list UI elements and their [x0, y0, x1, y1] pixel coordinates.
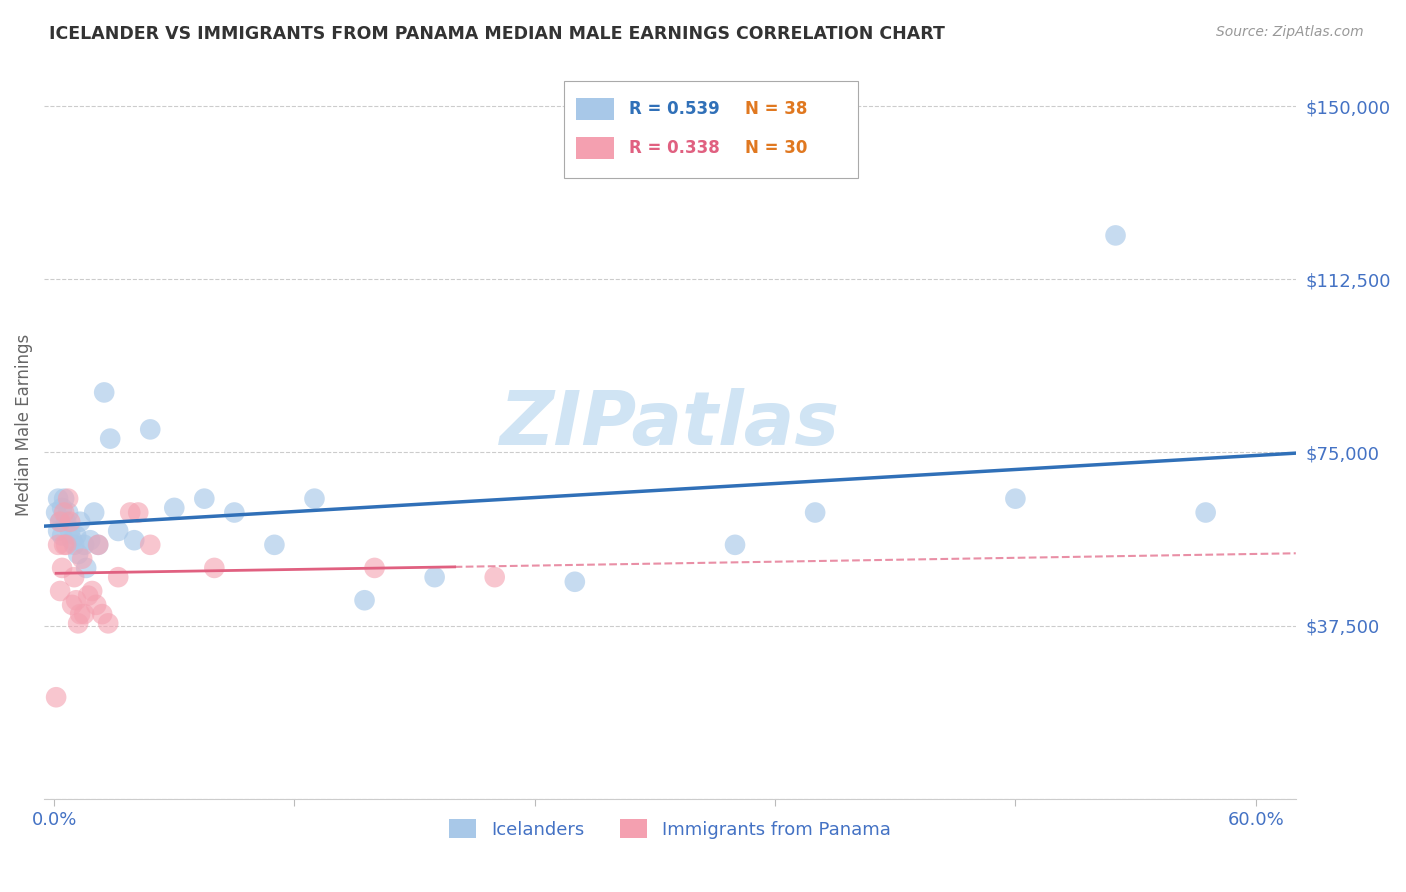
Point [63, 570, 86, 584]
Point [51, 500, 73, 515]
Point [55, 538, 77, 552]
Y-axis label: Median Male Earnings: Median Male Earnings [15, 334, 32, 516]
FancyBboxPatch shape [576, 98, 613, 120]
Point [1104, 228, 1126, 243]
Point [65, 528, 87, 542]
Point [263, 538, 285, 552]
Point [120, 506, 142, 520]
FancyBboxPatch shape [564, 80, 858, 178]
Point [107, 570, 129, 584]
Legend: Icelanders, Immigrants from Panama: Icelanders, Immigrants from Panama [441, 812, 898, 846]
Text: N = 38: N = 38 [745, 100, 807, 118]
Point [804, 506, 827, 520]
Point [139, 538, 162, 552]
Point [60, 533, 83, 548]
Point [59, 524, 82, 538]
Point [127, 506, 149, 520]
Text: R = 0.539: R = 0.539 [628, 100, 720, 118]
Point [69, 607, 91, 621]
Point [91, 607, 114, 621]
Point [49, 515, 72, 529]
Point [46, 538, 69, 552]
Point [53, 506, 76, 520]
Point [67, 616, 90, 631]
Point [73, 538, 96, 552]
Point [122, 533, 145, 548]
Point [69, 515, 91, 529]
Point [75, 561, 97, 575]
Text: N = 30: N = 30 [745, 139, 807, 157]
Point [98, 432, 121, 446]
Point [84, 598, 107, 612]
Point [363, 561, 385, 575]
Point [70, 551, 93, 566]
Point [202, 561, 225, 575]
Point [56, 491, 79, 506]
Point [49, 584, 72, 599]
Point [60, 598, 83, 612]
Point [83, 506, 105, 520]
Point [45, 506, 67, 520]
Point [73, 607, 96, 621]
Point [67, 547, 90, 561]
Point [46, 491, 69, 506]
Text: ICELANDER VS IMMIGRANTS FROM PANAMA MEDIAN MALE EARNINGS CORRELATION CHART: ICELANDER VS IMMIGRANTS FROM PANAMA MEDI… [49, 25, 945, 43]
Point [65, 593, 87, 607]
FancyBboxPatch shape [576, 136, 613, 159]
Text: ZIPatlas: ZIPatlas [501, 388, 839, 461]
Point [1195, 506, 1218, 520]
Point [59, 515, 82, 529]
Text: Source: ZipAtlas.com: Source: ZipAtlas.com [1216, 25, 1364, 39]
Point [51, 528, 73, 542]
Point [423, 570, 446, 584]
Point [55, 515, 77, 529]
Point [564, 574, 586, 589]
Point [51, 561, 73, 575]
Point [484, 570, 506, 584]
Point [56, 506, 79, 520]
Point [224, 506, 246, 520]
Point [53, 538, 76, 552]
Point [163, 500, 186, 515]
Point [1004, 491, 1026, 506]
Text: R = 0.338: R = 0.338 [628, 139, 720, 157]
Point [93, 385, 115, 400]
Point [45, 690, 67, 705]
Point [139, 422, 162, 436]
Point [49, 515, 72, 529]
Point [97, 616, 120, 631]
Point [53, 491, 76, 506]
Point [107, 524, 129, 538]
Point [79, 533, 101, 548]
Point [304, 491, 326, 506]
Point [63, 538, 86, 552]
Point [87, 538, 110, 552]
Point [87, 538, 110, 552]
Point [82, 584, 104, 599]
Point [193, 491, 215, 506]
Point [724, 538, 747, 552]
Point [353, 593, 375, 607]
Point [46, 524, 69, 538]
Point [77, 589, 100, 603]
